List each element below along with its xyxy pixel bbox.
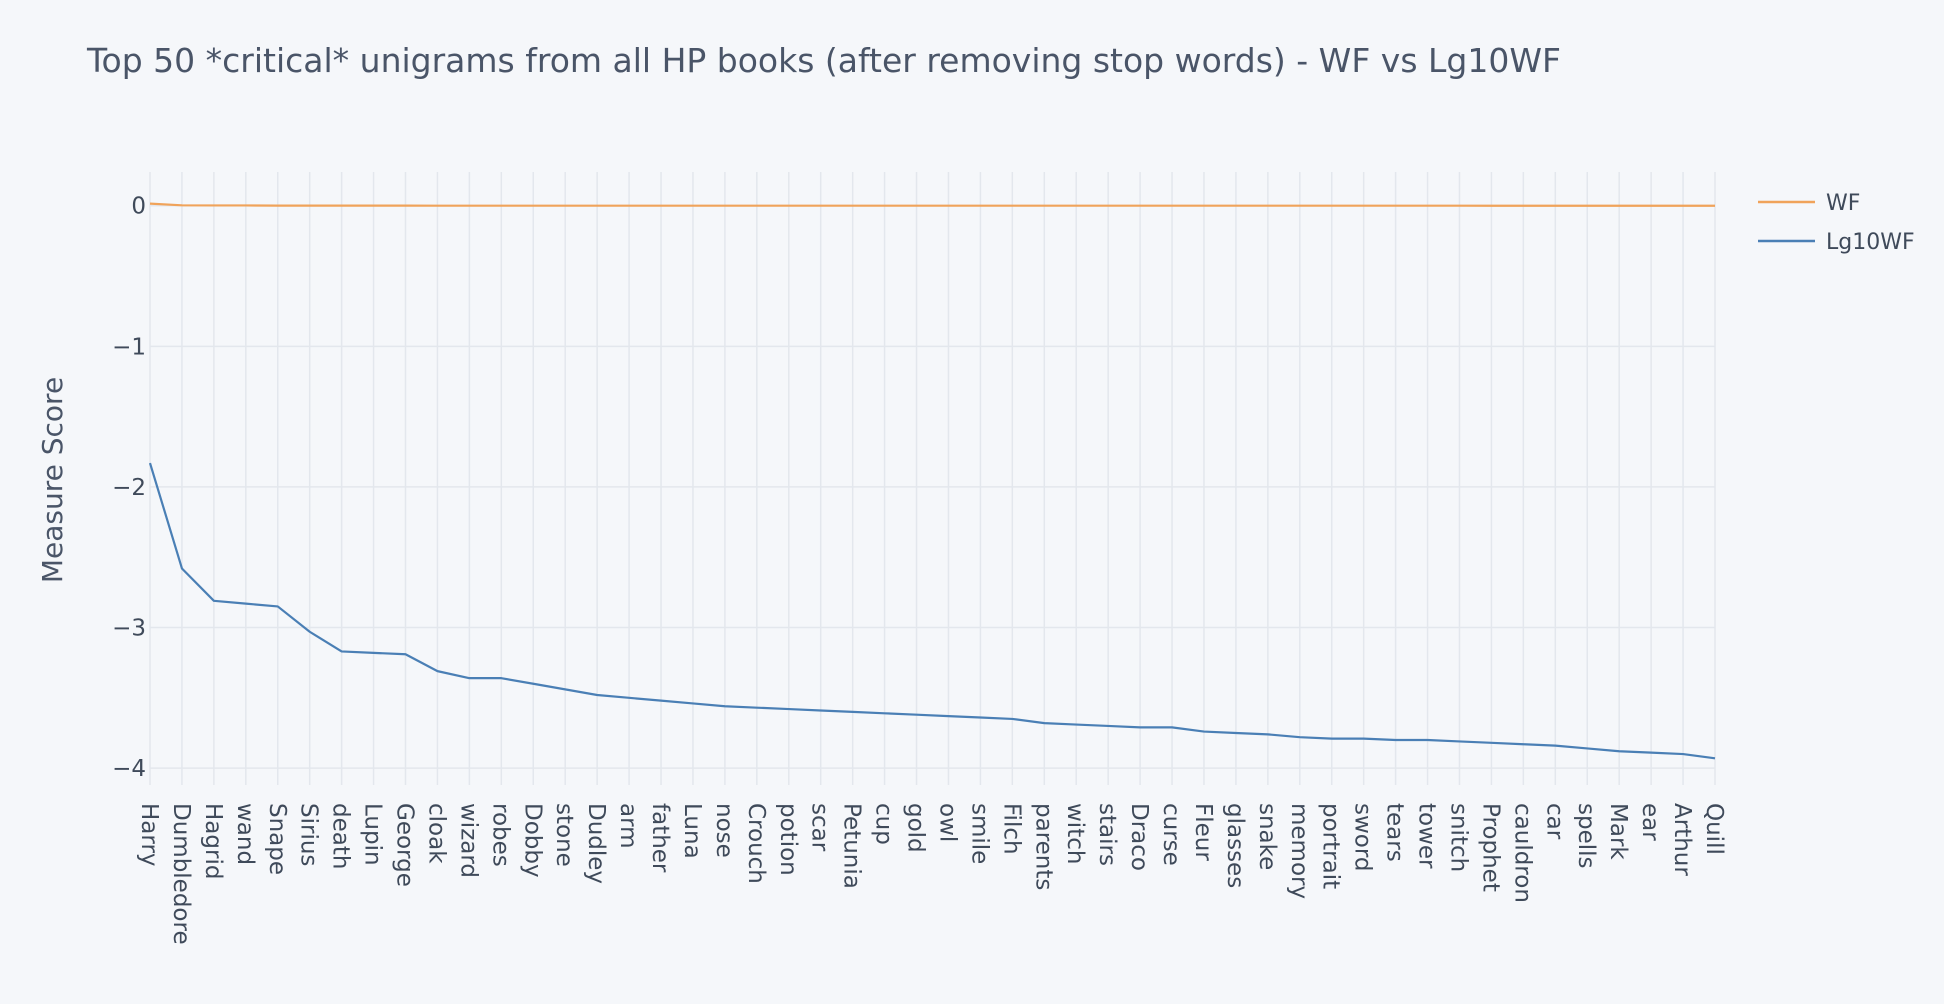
- x-tick-label: Sirius: [296, 803, 322, 866]
- x-tick-label: arm: [615, 803, 641, 849]
- legend[interactable]: WF Lg10WF: [1758, 191, 1915, 255]
- x-tick-label: wizard: [455, 803, 481, 878]
- axis-layer: Harry Dumbledore Hagrid wand Snape Sirius deat…: [112, 194, 1727, 945]
- x-tick-label: sword: [1350, 803, 1376, 872]
- x-tick-label: Draco: [1126, 803, 1152, 871]
- legend-label: Lg10WF: [1826, 230, 1915, 255]
- x-tick-label: snitch: [1445, 803, 1471, 872]
- legend-label: WF: [1826, 191, 1860, 216]
- x-tick-label: Mark: [1605, 803, 1631, 860]
- x-tick-label: parents: [1030, 803, 1056, 890]
- x-tick-label: Crouch: [743, 803, 769, 884]
- x-tick-label: smile: [966, 803, 992, 864]
- x-tick-label: Lupin: [360, 803, 386, 866]
- x-tick-label: ear: [1637, 803, 1663, 841]
- x-tick-label: Quill: [1701, 803, 1727, 855]
- x-tick-label: Harry: [136, 803, 162, 867]
- x-tick-label: Snape: [264, 803, 290, 875]
- legend-item-lg10wf[interactable]: Lg10WF: [1758, 230, 1915, 255]
- x-tick-label: Hagrid: [200, 803, 226, 879]
- series-line-wf: [149, 202, 1715, 207]
- x-tick-label: stairs: [1094, 803, 1120, 866]
- x-tick-label: portrait: [1318, 803, 1344, 889]
- x-tick-label: wand: [232, 803, 258, 865]
- x-tick-label: Arthur: [1669, 803, 1695, 876]
- x-tick-label: memory: [1286, 803, 1312, 899]
- x-tick-label: car: [1541, 803, 1567, 840]
- x-tick-label: Prophet: [1477, 803, 1503, 892]
- y-tick-label: 0: [131, 194, 146, 220]
- x-tick-label: glasses: [1222, 803, 1248, 888]
- x-tick-label: tower: [1414, 803, 1440, 869]
- x-tick-label: tears: [1382, 803, 1408, 862]
- x-tick-label: George: [392, 803, 418, 887]
- x-tick-label: cloak: [423, 803, 449, 864]
- x-tick-label: Dudley: [583, 803, 609, 884]
- x-tick-label: gold: [903, 803, 929, 853]
- x-tick-label: Luna: [679, 803, 705, 859]
- x-tick-label: death: [328, 803, 354, 869]
- x-tick-label: Fleur: [1190, 803, 1216, 861]
- x-tick-label: spells: [1573, 803, 1599, 869]
- x-tick-label: nose: [711, 803, 737, 858]
- series-line-lg10wf: [148, 462, 1716, 760]
- x-tick-label: cauldron: [1509, 803, 1535, 903]
- x-tick-label: curse: [1158, 803, 1184, 866]
- x-tick-label: cup: [871, 803, 897, 845]
- chart-title: Top 50 *critical* unigrams from all HP b…: [86, 41, 1561, 80]
- y-axis-title: Measure Score: [36, 377, 69, 583]
- grid-layer: [149, 172, 1716, 785]
- legend-item-wf[interactable]: WF: [1758, 191, 1860, 216]
- x-tick-label: scar: [807, 803, 833, 852]
- x-tick-label: Petunia: [839, 803, 865, 889]
- x-tick-label: potion: [775, 803, 801, 876]
- x-tick-label: Dumbledore: [168, 803, 194, 945]
- x-tick-label: witch: [1062, 803, 1088, 864]
- y-tick-label: −4: [112, 756, 146, 782]
- y-tick-label: −3: [112, 616, 146, 642]
- x-tick-label: Dobby: [519, 803, 545, 878]
- x-tick-label: father: [647, 803, 673, 873]
- x-tick-label: Filch: [998, 803, 1024, 855]
- series-layer: [148, 202, 1716, 760]
- x-tick-label: robes: [487, 803, 513, 867]
- x-tick-label: snake: [1254, 803, 1280, 870]
- x-tick-label: owl: [934, 803, 960, 842]
- x-tick-label: stone: [551, 803, 577, 867]
- y-tick-label: −2: [112, 475, 146, 501]
- y-tick-label: −1: [112, 334, 146, 360]
